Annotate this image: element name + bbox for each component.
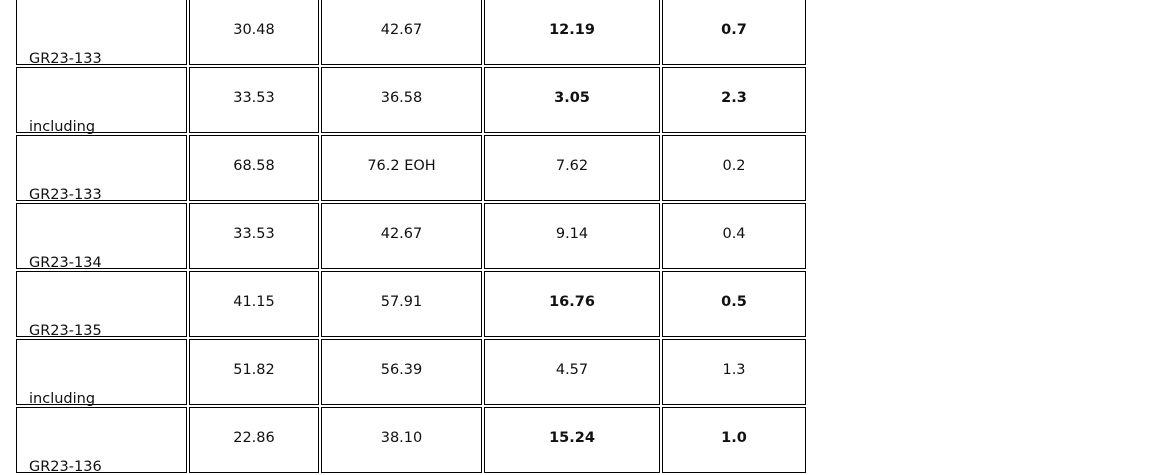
table-cell: 42.67 <box>321 0 482 65</box>
table-row: GR23-135 41.15 57.91 16.76 0.5 <box>16 271 806 339</box>
table-cell: 0.2 <box>662 135 806 201</box>
table-cell: including <box>16 339 187 407</box>
table-cell: 7.62 <box>484 135 660 201</box>
cell-text: 3.05 <box>554 90 590 106</box>
table-cell: 56.39 <box>321 339 482 405</box>
cell-text: 0.7 <box>721 22 747 38</box>
table-cell: GR23-133 <box>16 0 187 67</box>
cell-text: 76.2 EOH <box>367 158 436 174</box>
table-cell: including <box>16 67 187 135</box>
table-cell: 16.76 <box>484 271 660 337</box>
cell-text: 1.0 <box>721 430 747 446</box>
table-cell: 38.10 <box>321 407 482 473</box>
table-cell: 22.86 <box>189 407 319 473</box>
cell-text: GR23-136 <box>29 459 102 475</box>
table-cell: 0.4 <box>662 203 806 269</box>
table-cell: 76.2 EOH <box>321 135 482 201</box>
table-row: GR23-134 33.53 42.67 9.14 0.4 <box>16 203 806 271</box>
cell-text: 9.14 <box>555 226 589 242</box>
table-cell: GR23-134 <box>16 203 187 271</box>
cell-text: 42.67 <box>380 22 423 38</box>
cell-text: 2.3 <box>721 90 747 106</box>
cell-text: 0.4 <box>722 226 746 242</box>
table-cell: 3.05 <box>484 67 660 133</box>
table-cell: 1.3 <box>662 339 806 405</box>
results-table: GR23-133 30.48 42.67 12.19 0.7 including 33.53… <box>14 0 808 475</box>
table-cell: 33.53 <box>189 67 319 133</box>
cell-text: 42.67 <box>380 226 423 242</box>
table-cell: 42.67 <box>321 203 482 269</box>
table-row: GR23-136 22.86 38.10 15.24 1.0 <box>16 407 806 475</box>
table-cell: 9.14 <box>484 203 660 269</box>
table-row: GR23-133 30.48 42.67 12.19 0.7 <box>16 0 806 67</box>
cell-text: 15.24 <box>549 430 595 446</box>
table-row: including 51.82 56.39 4.57 1.3 <box>16 339 806 407</box>
cell-text: 38.10 <box>380 430 423 446</box>
cell-text: 36.58 <box>380 90 423 106</box>
table-cell: 0.7 <box>662 0 806 65</box>
cell-text: 33.53 <box>233 90 275 106</box>
table-cell: GR23-133 <box>16 135 187 203</box>
cell-text: 4.57 <box>555 362 589 378</box>
table-cell: 0.5 <box>662 271 806 337</box>
cell-text: 1.3 <box>722 362 746 378</box>
table-cell: 57.91 <box>321 271 482 337</box>
cell-text: GR23-133 <box>29 187 102 203</box>
cell-text: 0.2 <box>722 158 746 174</box>
table-body: GR23-133 30.48 42.67 12.19 0.7 including 33.53… <box>16 0 806 475</box>
cell-text: 57.91 <box>380 294 423 310</box>
table-cell: 41.15 <box>189 271 319 337</box>
cell-text: 33.53 <box>233 226 275 242</box>
table-cell: 30.48 <box>189 0 319 65</box>
cell-text: 30.48 <box>233 22 275 38</box>
table-wrap: GR23-133 30.48 42.67 12.19 0.7 including 33.53… <box>14 0 808 475</box>
cell-text: 7.62 <box>555 158 589 174</box>
table-cell: 36.58 <box>321 67 482 133</box>
cell-text: GR23-135 <box>29 323 102 339</box>
cell-text: GR23-133 <box>29 51 102 67</box>
cell-text: 12.19 <box>549 22 595 38</box>
table-cell: GR23-136 <box>16 407 187 475</box>
table-cell: 15.24 <box>484 407 660 473</box>
cell-text: 56.39 <box>380 362 423 378</box>
cell-text: 22.86 <box>233 430 275 446</box>
cell-text: 68.58 <box>233 158 275 174</box>
cell-text: including <box>29 119 96 135</box>
cell-text: including <box>29 391 96 407</box>
table-row: including 33.53 36.58 3.05 2.3 <box>16 67 806 135</box>
cell-text: GR23-134 <box>29 255 102 271</box>
table-cell: 2.3 <box>662 67 806 133</box>
cell-text: 51.82 <box>233 362 275 378</box>
table-cell: GR23-135 <box>16 271 187 339</box>
cell-text: 41.15 <box>233 294 275 310</box>
table-cell: 1.0 <box>662 407 806 473</box>
table-cell: 33.53 <box>189 203 319 269</box>
cell-text: 0.5 <box>721 294 747 310</box>
table-cell: 51.82 <box>189 339 319 405</box>
cell-text: 16.76 <box>549 294 595 310</box>
table-cell: 68.58 <box>189 135 319 201</box>
table-row: GR23-133 68.58 76.2 EOH 7.62 0.2 <box>16 135 806 203</box>
table-cell: 12.19 <box>484 0 660 65</box>
table-cell: 4.57 <box>484 339 660 405</box>
